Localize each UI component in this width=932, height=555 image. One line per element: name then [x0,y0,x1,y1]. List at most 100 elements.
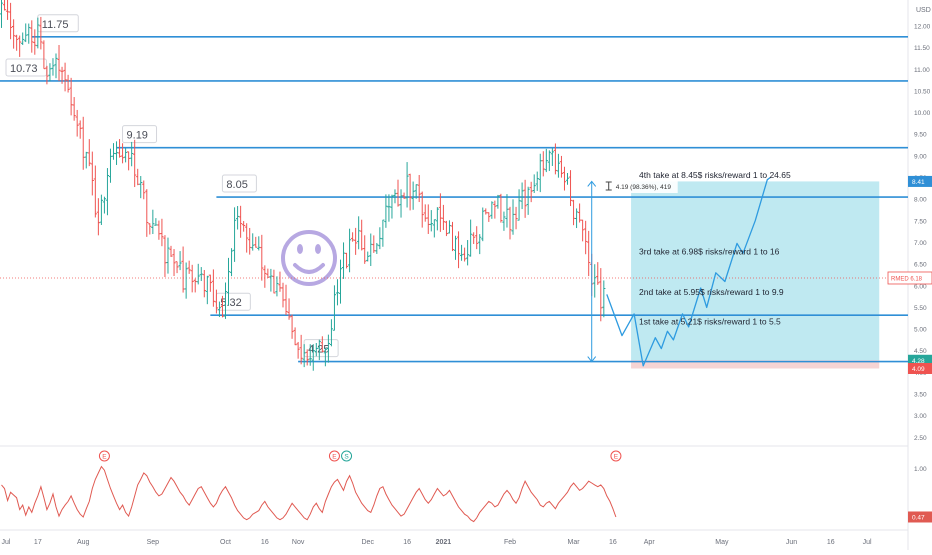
candle [251,233,255,251]
candle [166,237,170,274]
measure-icon [605,181,612,191]
candle [511,199,515,235]
level-label[interactable]: 9.19 [122,125,158,144]
candle [287,298,291,320]
candle [302,344,306,368]
candle [66,74,70,93]
time-axis[interactable]: Jul 17 Aug Sep Oct 16 Nov Dec 16 2021 Feb Mar 16 Apr M… [2,539,873,546]
candle [257,236,261,251]
projection-path[interactable] [606,176,771,367]
price-tick-label: 5.50 [914,305,927,312]
last-price-badge[interactable]: RMED 6.18 [887,271,932,285]
level-label[interactable]: 11.75 [37,14,79,33]
level-label[interactable]: 10.73 [5,58,47,77]
candle [2,0,7,11]
profit-zone[interactable] [631,181,880,361]
candle [411,181,415,210]
level-label[interactable]: 4.25 [303,339,339,358]
price-badge-text: 4.28 [912,358,925,365]
candle [323,347,327,367]
candle [550,148,554,166]
candle [124,148,128,163]
take-profit-label[interactable]: 1st take at 5.21$ risks/reward 1 to 5.5 [639,316,781,326]
candle [24,23,28,43]
candle [93,165,97,218]
price-badge[interactable]: 4.09 [908,362,932,374]
candle [254,236,258,248]
candle [151,209,155,235]
candle [396,179,400,207]
time-tick-label: Jul [863,539,872,546]
candle [193,278,197,293]
marker-circle [610,450,622,462]
candle [344,252,349,269]
candle [63,62,67,92]
candle [544,148,548,173]
price-range-measure[interactable]: 4.19 (98.36%), 419 [587,179,678,363]
candle [402,192,406,199]
price-tick-label: 10.50 [914,88,931,95]
take-profit-label[interactable]: 3rd take at 6.98$ risks/reward 1 to 16 [639,246,780,256]
time-tick-label: Oct [220,539,231,546]
candle [484,208,488,215]
price-badge[interactable]: 8.41 [908,175,932,187]
candle [36,17,40,49]
candle [602,280,606,318]
earnings-marker[interactable]: E [610,450,622,462]
candle [559,155,564,178]
earnings-marker[interactable]: E [98,450,110,462]
price-axis[interactable]: 2.503.003.504.004.505.005.506.006.507.00… [887,23,932,523]
time-tick-label: Jun [786,539,797,546]
earnings-marker[interactable]: E [328,450,340,462]
candle [18,35,22,57]
level-label-text: 5.32 [220,297,241,309]
candle [84,151,88,169]
candle [293,327,297,346]
candle [435,207,439,231]
candle [547,150,551,171]
price-tick-label: 11.50 [914,45,930,52]
candle [320,336,324,353]
candle [532,174,536,193]
candle [235,206,240,230]
level-label[interactable]: 8.05 [221,174,257,193]
candle [508,206,512,240]
candle [139,176,143,199]
measure-label[interactable]: 4.19 (98.36%), 419 [601,179,678,194]
split-marker[interactable]: S [341,450,353,462]
take-profit-label[interactable]: 4th take at 8.45$ risks/reward 1 to 24.6… [639,170,791,180]
osc-tick-label: 1.00 [914,466,927,473]
projection-line[interactable] [606,176,771,367]
candle [127,151,131,171]
take-profit-annotations[interactable]: 4th take at 8.45$ risks/reward 1 to 24.6… [639,170,791,326]
candle [133,139,137,188]
level-label[interactable]: 5.32 [215,292,251,311]
candle [242,221,246,232]
candle [120,143,125,164]
long-position-box[interactable] [631,181,880,369]
stop-loss-zone[interactable] [631,360,880,369]
candle [21,32,25,45]
osc-value-badge[interactable]: 0.47 [908,511,932,523]
candle [417,174,421,203]
candle [239,205,243,238]
measure-label-box [601,179,678,194]
price-tick-label: 4.50 [914,348,927,355]
take-profit-label[interactable]: 2nd take at 5.95$ risks/reward 1 to 9.9 [639,287,784,297]
candle [317,339,321,361]
candle [481,207,485,242]
candle [51,58,55,76]
support-resistance-levels[interactable]: 11.75 10.73 9.19 8.05 5.32 4.25 [0,14,908,363]
candle [175,261,179,274]
candle [281,282,285,308]
price-badge[interactable]: 4.28 [908,354,932,366]
candle [187,260,191,274]
price-tick-label: 9.50 [914,132,927,139]
time-tick-label: Dec [362,539,375,546]
candle [145,189,149,237]
candle [48,63,52,82]
price-tick-label: 5.00 [914,327,927,334]
